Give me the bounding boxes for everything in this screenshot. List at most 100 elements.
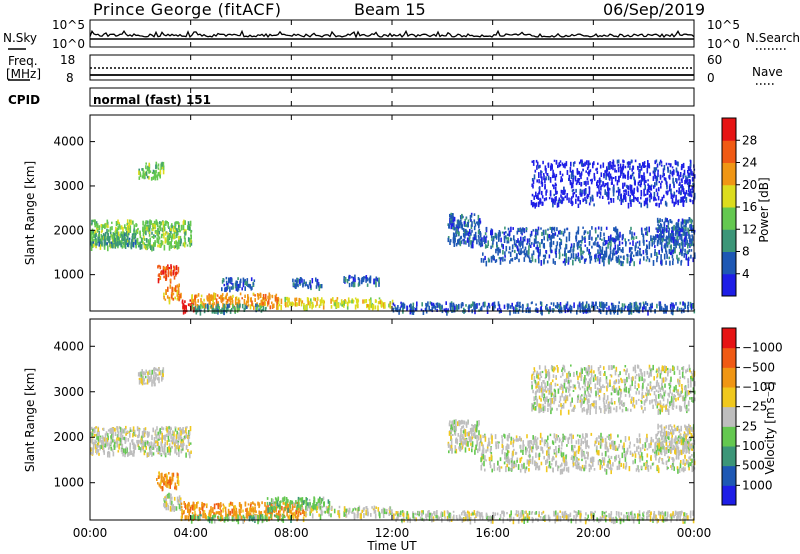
scatter-cell bbox=[548, 234, 550, 239]
scatter-cell bbox=[177, 266, 180, 273]
scatter-cell bbox=[666, 511, 669, 518]
scatter-cell bbox=[177, 290, 180, 296]
scatter-cell bbox=[556, 234, 559, 237]
scatter-cell bbox=[153, 368, 155, 372]
scatter-cell bbox=[378, 283, 380, 287]
scatter-cell bbox=[240, 508, 242, 513]
scatter-cell bbox=[419, 516, 422, 520]
scatter-cell bbox=[122, 238, 124, 242]
scatter-cell bbox=[146, 431, 149, 436]
scatter-cell bbox=[627, 202, 630, 209]
scatter-cell bbox=[668, 227, 671, 231]
scatter-cell bbox=[541, 309, 543, 315]
scatter-cell bbox=[553, 226, 556, 232]
scatter-cell bbox=[570, 246, 572, 251]
scatter-cell bbox=[657, 510, 660, 516]
scatter-cell bbox=[180, 435, 182, 438]
scatter-cell bbox=[238, 305, 240, 311]
scatter-cell bbox=[545, 305, 547, 310]
scatter-cell bbox=[573, 161, 576, 164]
scatter-cell bbox=[298, 279, 301, 285]
scatter-cell bbox=[609, 175, 612, 178]
scatter-cell bbox=[316, 301, 318, 306]
scatter-cell bbox=[678, 183, 680, 186]
scatter-cell bbox=[261, 309, 264, 312]
scatter-cell bbox=[645, 306, 647, 312]
scatter-cell bbox=[266, 301, 269, 307]
scatter-cell bbox=[688, 187, 690, 190]
scatter-cell bbox=[264, 515, 267, 519]
scatter-cell bbox=[295, 285, 297, 289]
scatter-cell bbox=[511, 244, 514, 249]
scatter-cell bbox=[658, 219, 660, 223]
scatter-cell bbox=[463, 221, 466, 225]
scatter-cell bbox=[108, 451, 111, 458]
scatter-cell bbox=[222, 297, 225, 301]
scatter-cell bbox=[605, 251, 608, 257]
scatter-cell bbox=[180, 238, 182, 244]
scatter-cell bbox=[530, 260, 532, 264]
scatter-cell bbox=[458, 238, 461, 245]
scatter-cell bbox=[656, 517, 658, 524]
scatter-cell bbox=[514, 309, 517, 314]
scatter-cell bbox=[611, 302, 614, 305]
scatter-cell bbox=[620, 255, 622, 259]
scatter-cell bbox=[306, 497, 308, 501]
scatter-cell bbox=[154, 240, 156, 245]
scatter-cell bbox=[611, 177, 613, 183]
scatter-cell bbox=[623, 303, 626, 309]
scatter-cell bbox=[530, 512, 533, 515]
scatter-cell bbox=[354, 297, 357, 300]
scatter-cell bbox=[282, 497, 284, 503]
scatter-cell bbox=[580, 182, 583, 187]
scatter-cell bbox=[690, 170, 692, 175]
scatter-cell bbox=[599, 177, 601, 183]
scatter-cell bbox=[640, 165, 643, 169]
scatter-cell bbox=[316, 510, 318, 513]
scatter-cell bbox=[588, 191, 591, 195]
scatter-cell bbox=[607, 187, 609, 191]
scatter-cell bbox=[513, 235, 515, 241]
scatter-cell bbox=[266, 512, 269, 517]
scatter-cell bbox=[501, 243, 503, 247]
scatter-cell bbox=[176, 479, 179, 484]
scatter-cell bbox=[501, 231, 504, 234]
scatter-cell bbox=[522, 513, 525, 520]
scatter-cell bbox=[171, 236, 173, 242]
scatter-cell bbox=[575, 517, 577, 524]
scatter-cell bbox=[210, 304, 213, 308]
scatter-cell bbox=[580, 243, 582, 247]
scatter-cell bbox=[548, 516, 551, 523]
scatter-cell bbox=[557, 164, 559, 169]
scatter-cell bbox=[128, 232, 130, 236]
scatter-cell bbox=[353, 282, 356, 288]
scatter-cell bbox=[578, 245, 581, 249]
scatter-cell bbox=[174, 221, 177, 226]
scatter-cell bbox=[661, 219, 663, 222]
scatter-cell bbox=[151, 382, 153, 387]
scatter-cell bbox=[289, 503, 291, 507]
scatter-cell bbox=[658, 301, 661, 305]
scatter-cell bbox=[259, 305, 261, 310]
scatter-cell bbox=[220, 299, 223, 304]
scatter-cell bbox=[332, 297, 334, 302]
scatter-cell bbox=[105, 431, 108, 436]
scatter-cell bbox=[629, 199, 632, 205]
scatter-cell bbox=[163, 266, 166, 271]
scatter-cell bbox=[160, 473, 162, 479]
scatter-cell bbox=[367, 304, 369, 308]
scatter-cell bbox=[317, 283, 320, 287]
scatter-cell bbox=[397, 305, 399, 309]
scatter-cell bbox=[661, 180, 663, 183]
scatter-cell bbox=[176, 284, 179, 288]
scatter-cell bbox=[194, 515, 197, 521]
scatter-cell bbox=[620, 201, 623, 205]
scatter-cell bbox=[343, 278, 345, 283]
scatter-cell bbox=[177, 221, 179, 225]
scatter-cell bbox=[257, 518, 259, 525]
scatter-cell bbox=[140, 244, 143, 250]
scatter-cell bbox=[276, 297, 278, 304]
scatter-cell bbox=[147, 452, 149, 457]
scatter-cell bbox=[156, 222, 159, 228]
scatter-cell bbox=[177, 480, 180, 486]
